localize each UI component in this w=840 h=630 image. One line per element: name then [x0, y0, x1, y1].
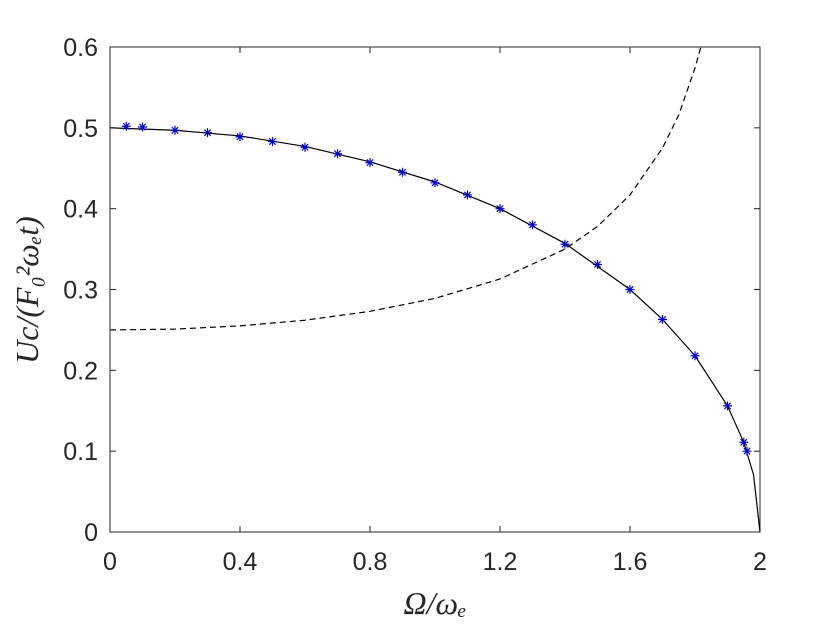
data-marker: [365, 158, 375, 168]
x-tick-label: 2: [753, 548, 767, 576]
x-tick-label: 0.4: [223, 548, 258, 576]
data-marker: [560, 239, 570, 249]
data-marker: [593, 259, 602, 269]
x-tick-label: 0: [103, 548, 117, 576]
data-marker: [333, 149, 342, 159]
y-axis-label: Uc/(F₀²ωₑt): [9, 216, 45, 364]
x-tick-label: 1.6: [613, 548, 648, 576]
data-marker: [430, 178, 440, 188]
data-marker: [690, 351, 700, 361]
data-marker: [235, 132, 245, 142]
y-tick-label: 0.3: [63, 277, 98, 305]
data-marker: [625, 285, 635, 294]
data-marker: [170, 125, 180, 135]
data-line: [109, 127, 761, 533]
data-marker: [658, 314, 667, 324]
data-line: [109, 46, 702, 331]
data-marker: [528, 220, 537, 230]
y-tick-label: 0.1: [63, 438, 98, 466]
data-marker: [463, 190, 472, 200]
x-tick-label: 0.8: [353, 548, 388, 576]
data-marker: [742, 446, 752, 456]
plot-frame: [109, 46, 761, 533]
data-marker: [268, 137, 277, 147]
y-tick-label: 0.5: [63, 115, 98, 143]
y-tick-label: 0.4: [63, 196, 98, 224]
data-marker: [203, 128, 212, 138]
x-axis-label: Ω/ωₑ: [403, 585, 466, 621]
data-marker: [398, 167, 407, 177]
data-marker: [723, 401, 732, 411]
y-tick-label: 0.6: [63, 34, 98, 62]
data-marker: [121, 121, 131, 131]
data-marker: [495, 204, 505, 214]
data-marker: [300, 142, 310, 152]
data-marker: [138, 122, 147, 132]
y-tick-label: 0.2: [63, 357, 98, 385]
data-marker: [739, 437, 749, 447]
y-tick-label: 0: [84, 519, 98, 547]
x-tick-label: 1.2: [483, 548, 518, 576]
